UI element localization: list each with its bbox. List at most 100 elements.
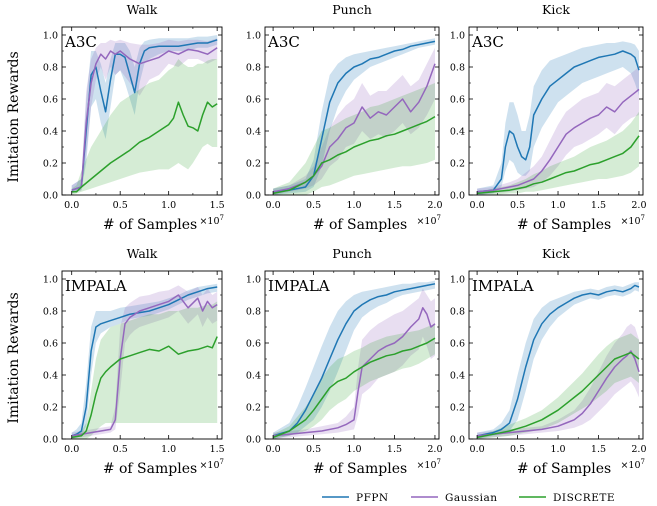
panel-title: Kick bbox=[542, 246, 570, 261]
x-tick-label: 0.5 bbox=[510, 200, 525, 211]
x-tick-label: 1.5 bbox=[387, 444, 402, 455]
y-tick-label: 0.0 bbox=[450, 435, 465, 446]
band-discrete bbox=[71, 301, 218, 439]
x-axis-exponent: ×107 bbox=[199, 458, 224, 471]
panels: 0.0 0.2 0.4 0.6 0.8 1.0 0.0 0.5 1.0 1.5 Walk A3C # o… bbox=[43, 2, 647, 477]
x-axis-label: # of Samples bbox=[517, 461, 611, 477]
x-tick-label: 1.0 bbox=[550, 200, 565, 211]
axes-frame bbox=[264, 270, 440, 440]
axes-frame bbox=[264, 26, 440, 196]
band-gaussian bbox=[477, 67, 639, 195]
x-tick-label: 0.0 bbox=[64, 200, 79, 211]
band-discrete bbox=[71, 59, 218, 195]
x-tick-label: 0.5 bbox=[306, 444, 321, 455]
panel-title: Kick bbox=[542, 2, 570, 17]
axes-frame bbox=[468, 26, 644, 196]
x-axis-exponent: ×107 bbox=[620, 458, 645, 471]
algo-label: A3C bbox=[267, 33, 300, 51]
y-tick-label: 0.8 bbox=[246, 307, 261, 318]
x-axis-exponent: ×107 bbox=[199, 214, 224, 227]
x-tick-label: 1.5 bbox=[210, 200, 225, 211]
y-tick-label: 0.6 bbox=[246, 95, 261, 106]
panel-3: 0.0 0.2 0.4 0.6 0.8 1.0 0.0 0.5 1.0 1.5 2.0 Kick A3C… bbox=[450, 2, 647, 233]
y-tick-label: 1.0 bbox=[43, 275, 58, 286]
y-axis-label-top: Imitation Rewards bbox=[6, 51, 22, 182]
line-pfpn bbox=[476, 284, 640, 437]
line-gaussian bbox=[273, 307, 436, 437]
algo-label: A3C bbox=[471, 33, 504, 51]
x-tick-label: 0.0 bbox=[64, 444, 79, 455]
y-tick-label: 0.2 bbox=[43, 403, 58, 414]
band-gaussian bbox=[477, 323, 639, 439]
algo-label: IMPALA bbox=[472, 277, 534, 295]
y-tick-label: 1.0 bbox=[246, 275, 261, 286]
x-tick-label: 1.0 bbox=[346, 444, 361, 455]
x-tick-label: 1.0 bbox=[161, 200, 176, 211]
plot-area bbox=[476, 282, 640, 439]
y-tick-label: 0.2 bbox=[246, 403, 261, 414]
band-pfpn bbox=[273, 38, 435, 195]
x-tick-label: 0.0 bbox=[266, 200, 281, 211]
band-gaussian bbox=[71, 38, 218, 194]
panel-1: 0.0 0.2 0.4 0.6 0.8 1.0 0.0 0.5 1.0 1.5 Walk A3C # o… bbox=[43, 2, 225, 233]
line-discrete bbox=[477, 135, 640, 195]
y-tick-label: 0.4 bbox=[43, 127, 58, 138]
y-tick-label: 0.6 bbox=[450, 95, 465, 106]
legend-label-pfpn: PFPN bbox=[356, 492, 389, 504]
y-tick-label: 0.2 bbox=[43, 159, 58, 170]
axes-frame bbox=[61, 270, 223, 440]
y-tick-label: 0.8 bbox=[450, 307, 465, 318]
x-tick-label: 0.5 bbox=[510, 444, 525, 455]
legend: PFPN Gaussian DISCRETE bbox=[322, 492, 615, 504]
x-tick-label: 2.0 bbox=[631, 200, 646, 211]
band-pfpn bbox=[71, 35, 218, 194]
x-axis-label: # of Samples bbox=[103, 217, 197, 233]
line-discrete bbox=[272, 337, 436, 439]
y-tick-label: 0.2 bbox=[450, 403, 465, 414]
plot-area bbox=[71, 35, 218, 195]
line-gaussian bbox=[477, 350, 640, 437]
x-axis-exponent: ×107 bbox=[416, 214, 441, 227]
line-discrete bbox=[71, 336, 218, 439]
panel-5: 0.0 0.2 0.4 0.6 0.8 1.0 0.0 0.5 1.0 1.5 2.0 Punch IM… bbox=[246, 246, 443, 477]
line-gaussian bbox=[477, 88, 640, 193]
band-pfpn bbox=[71, 283, 218, 439]
band-pfpn bbox=[273, 280, 435, 439]
x-tick-label: 0.5 bbox=[113, 444, 128, 455]
x-axis-label: # of Samples bbox=[313, 461, 407, 477]
x-tick-label: 2.0 bbox=[427, 444, 442, 455]
axes-frame bbox=[61, 26, 223, 196]
y-tick-label: 0.6 bbox=[43, 339, 58, 350]
band-discrete bbox=[477, 111, 639, 195]
line-gaussian bbox=[71, 47, 218, 191]
x-tick-label: 0.0 bbox=[266, 444, 281, 455]
axes-frame bbox=[468, 270, 644, 440]
plot-area bbox=[272, 38, 436, 195]
x-tick-label: 0.0 bbox=[470, 200, 485, 211]
panel-6: 0.0 0.2 0.4 0.6 0.8 1.0 0.0 0.5 1.0 1.5 2.0 Kick IMP… bbox=[450, 246, 647, 477]
plot-area bbox=[477, 41, 640, 195]
x-axis-exponent: ×107 bbox=[620, 214, 645, 227]
y-tick-label: 0.0 bbox=[450, 191, 465, 202]
y-tick-label: 0.8 bbox=[43, 63, 58, 74]
x-tick-label: 1.5 bbox=[210, 444, 225, 455]
x-axis-label: # of Samples bbox=[103, 461, 197, 477]
y-axis-label-bottom: Imitation Rewards bbox=[6, 292, 22, 423]
panel-2: 0.0 0.2 0.4 0.6 0.8 1.0 0.0 0.5 1.0 1.5 2.0 Punch A3… bbox=[246, 2, 443, 233]
x-axis-label: # of Samples bbox=[517, 217, 611, 233]
line-pfpn bbox=[272, 283, 436, 437]
x-tick-label: 1.5 bbox=[591, 200, 606, 211]
band-discrete bbox=[273, 83, 435, 195]
plot-area bbox=[272, 280, 436, 439]
algo-label: IMPALA bbox=[268, 277, 330, 295]
line-discrete bbox=[71, 101, 218, 193]
x-tick-label: 1.5 bbox=[591, 444, 606, 455]
y-tick-label: 1.0 bbox=[246, 31, 261, 42]
y-tick-label: 0.0 bbox=[246, 191, 261, 202]
plot-area bbox=[71, 283, 218, 439]
band-gaussian bbox=[71, 285, 218, 439]
y-tick-label: 0.4 bbox=[450, 371, 465, 382]
x-tick-label: 2.0 bbox=[631, 444, 646, 455]
x-tick-label: 0.5 bbox=[113, 200, 128, 211]
